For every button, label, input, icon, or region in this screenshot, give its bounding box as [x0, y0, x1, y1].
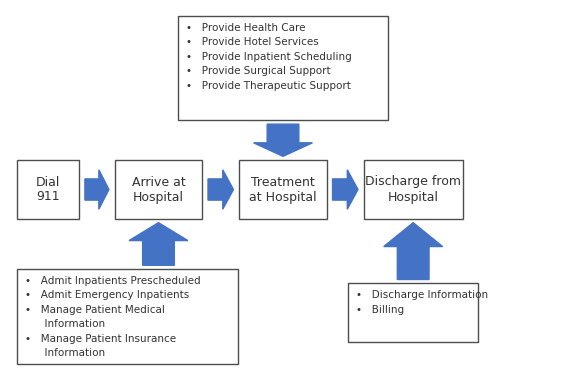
- Text: Dial
911: Dial 911: [36, 175, 61, 204]
- Polygon shape: [129, 223, 188, 265]
- FancyBboxPatch shape: [239, 160, 327, 219]
- FancyBboxPatch shape: [17, 269, 238, 364]
- FancyBboxPatch shape: [114, 160, 203, 219]
- Polygon shape: [384, 223, 443, 280]
- Text: Treatment
at Hospital: Treatment at Hospital: [249, 175, 317, 204]
- Text: •   Provide Health Care
•   Provide Hotel Services
•   Provide Inpatient Schedul: • Provide Health Care • Provide Hotel Se…: [186, 23, 352, 91]
- Text: •   Admit Inpatients Prescheduled
•   Admit Emergency Inpatients
•   Manage Pati: • Admit Inpatients Prescheduled • Admit …: [25, 276, 200, 358]
- FancyBboxPatch shape: [363, 160, 462, 219]
- FancyBboxPatch shape: [17, 160, 79, 219]
- FancyBboxPatch shape: [178, 16, 388, 121]
- Text: Arrive at
Hospital: Arrive at Hospital: [132, 175, 185, 204]
- Polygon shape: [208, 170, 233, 209]
- Polygon shape: [254, 124, 312, 157]
- Text: •   Discharge Information
•   Billing: • Discharge Information • Billing: [356, 290, 488, 315]
- FancyBboxPatch shape: [348, 283, 478, 342]
- Polygon shape: [333, 170, 358, 209]
- Text: Discharge from
Hospital: Discharge from Hospital: [365, 175, 461, 204]
- Polygon shape: [85, 170, 109, 209]
